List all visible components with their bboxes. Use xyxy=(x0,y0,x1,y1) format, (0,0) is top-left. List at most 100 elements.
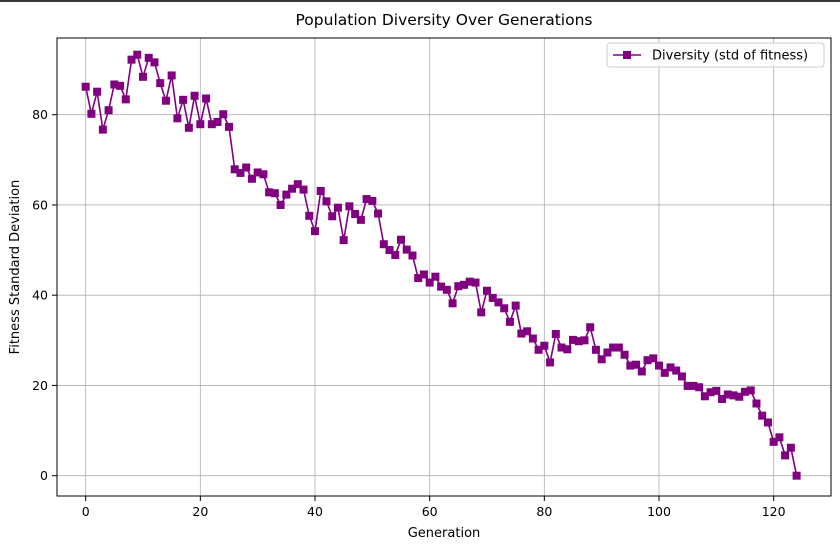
data-point xyxy=(666,363,675,372)
data-point xyxy=(104,106,113,115)
data-point xyxy=(591,345,600,354)
data-point xyxy=(419,270,428,279)
data-point xyxy=(328,212,337,221)
y-tick-label-60: 60 xyxy=(32,197,48,212)
data-point xyxy=(655,361,663,370)
data-point xyxy=(379,240,388,249)
data-point xyxy=(494,298,503,307)
data-point xyxy=(397,235,405,244)
data-point xyxy=(173,114,182,123)
data-point xyxy=(632,360,641,369)
data-point xyxy=(557,343,566,352)
grid-horizontal-lines xyxy=(57,114,831,477)
data-point xyxy=(87,109,96,118)
data-point xyxy=(402,245,411,254)
data-point xyxy=(121,95,130,104)
data-point xyxy=(127,55,136,64)
data-point xyxy=(718,394,727,403)
data-point xyxy=(230,165,239,174)
data-point xyxy=(139,72,147,81)
chart-title: Population Diversity Over Generations xyxy=(296,11,593,29)
data-point xyxy=(706,388,715,397)
data-point xyxy=(414,274,423,283)
data-point xyxy=(477,308,486,317)
data-point xyxy=(144,53,153,62)
data-point xyxy=(523,327,532,336)
data-point xyxy=(695,383,704,392)
data-point xyxy=(213,117,222,126)
x-tick-label-60: 60 xyxy=(422,504,438,519)
legend-box xyxy=(606,42,825,68)
x-tick-label-20: 20 xyxy=(192,504,208,519)
data-point xyxy=(700,392,709,401)
data-point xyxy=(712,386,721,395)
data-point xyxy=(505,317,514,326)
data-point xyxy=(620,350,629,359)
data-point xyxy=(270,189,279,198)
data-point xyxy=(333,203,342,212)
data-point xyxy=(368,196,377,205)
data-point xyxy=(677,372,686,381)
data-point xyxy=(202,94,211,103)
data-point xyxy=(540,341,549,350)
data-point xyxy=(110,80,119,89)
series-layer xyxy=(81,50,801,480)
data-point xyxy=(116,81,125,90)
data-point xyxy=(488,293,497,302)
data-point xyxy=(546,358,555,367)
data-point xyxy=(305,211,314,220)
data-point xyxy=(345,202,354,211)
data-point xyxy=(408,251,417,260)
data-point xyxy=(597,355,606,364)
data-point xyxy=(672,366,681,375)
y-axis-label: Fitness Standard Deviation xyxy=(8,180,23,355)
data-point xyxy=(660,368,669,377)
x-tick-label-40: 40 xyxy=(307,504,323,519)
data-point xyxy=(735,392,744,401)
data-point xyxy=(741,387,749,396)
data-point xyxy=(769,437,778,446)
y-axis-ticks: 0 20 40 60 80 xyxy=(32,107,57,483)
data-point xyxy=(81,82,90,91)
data-point xyxy=(574,337,583,346)
data-point xyxy=(265,188,274,197)
data-point xyxy=(758,411,767,420)
data-point xyxy=(133,50,142,59)
data-point xyxy=(786,443,795,452)
data-point xyxy=(207,120,216,129)
data-point xyxy=(184,123,193,132)
data-point xyxy=(93,87,102,96)
x-tick-label-80: 80 xyxy=(536,504,552,519)
y-tick-label-0: 0 xyxy=(40,468,48,483)
data-point xyxy=(167,71,176,80)
data-point xyxy=(626,361,635,370)
y-tick-label-20: 20 xyxy=(32,378,48,393)
data-point xyxy=(225,122,233,131)
data-point xyxy=(569,335,577,344)
grid-vertical-lines xyxy=(85,38,775,496)
data-point xyxy=(614,343,623,352)
data-point xyxy=(528,334,537,343)
window-top-border xyxy=(0,0,840,2)
x-tick-label-100: 100 xyxy=(647,504,671,519)
data-point xyxy=(649,354,658,363)
x-tick-label-120: 120 xyxy=(762,504,786,519)
data-point xyxy=(179,95,188,104)
x-tick-label-0: 0 xyxy=(82,504,90,519)
data-point xyxy=(746,386,755,395)
data-point xyxy=(311,227,319,236)
legend: Diversity (std of fitness) xyxy=(606,42,825,68)
data-point xyxy=(276,200,285,209)
data-point xyxy=(425,278,434,287)
data-point xyxy=(534,345,543,354)
data-point xyxy=(242,163,251,172)
data-point xyxy=(643,356,652,365)
data-point xyxy=(609,343,618,352)
data-point xyxy=(448,299,457,308)
data-point xyxy=(431,272,440,281)
data-point xyxy=(511,301,520,310)
data-point xyxy=(723,390,732,399)
data-point xyxy=(156,79,165,88)
data-point xyxy=(683,381,692,390)
